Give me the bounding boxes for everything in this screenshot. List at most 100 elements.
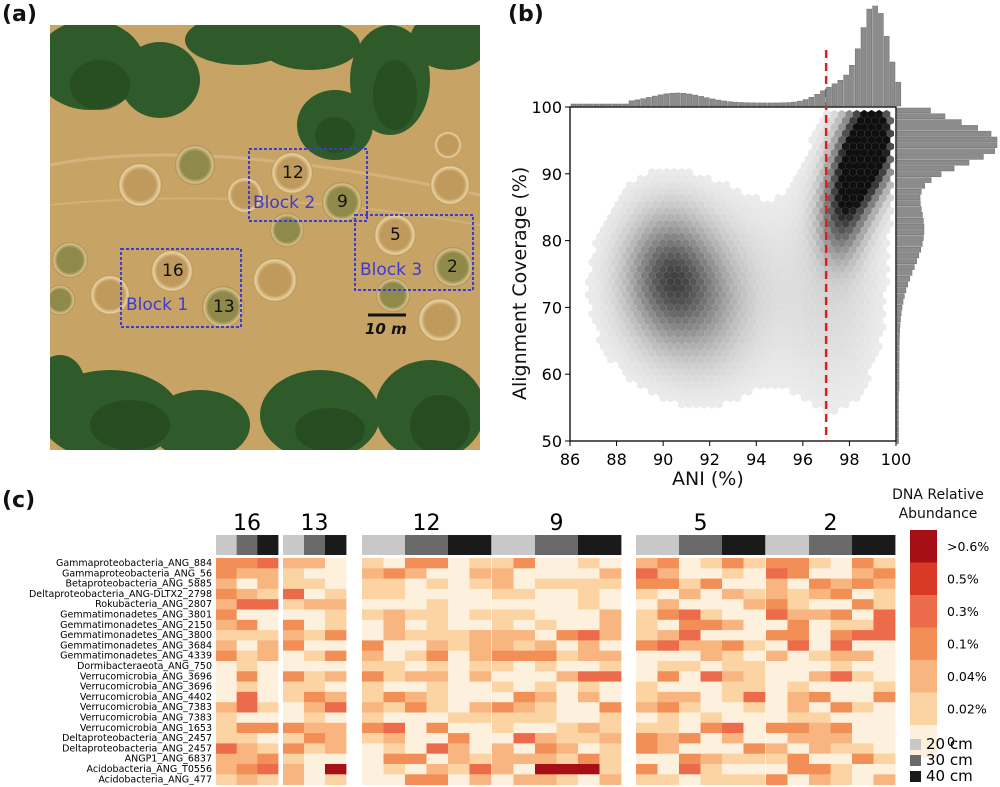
heatmap-cell	[766, 733, 788, 744]
hexbin-cell	[748, 303, 757, 312]
hexbin-cell	[715, 335, 723, 345]
heatmap-cell	[383, 578, 406, 590]
hexbin-cell	[622, 213, 630, 222]
heatmap-cell	[492, 743, 514, 755]
hexbin-cell	[849, 219, 857, 229]
heatmap-cell	[492, 558, 514, 569]
hexbin-cell	[711, 277, 719, 287]
hexbin-cell	[733, 303, 742, 312]
hexbin-cell	[603, 322, 611, 332]
hexbin-cell	[763, 355, 772, 364]
ani-histogram-bar	[779, 102, 786, 107]
hexbin-cell	[674, 251, 682, 261]
hexbin-cell	[826, 387, 835, 396]
hexbin-cell	[830, 200, 839, 209]
hexbin-cell	[648, 193, 656, 203]
hexbin-cell	[789, 180, 798, 190]
heatmap-row-label: Verrucomicrobia_ANG_1653	[80, 723, 212, 734]
heatmap-cell	[830, 702, 853, 713]
heatmap-cell	[722, 599, 744, 610]
coverage-histogram-bar	[896, 241, 923, 247]
hexbin-cell	[871, 219, 880, 229]
hexbin-cell	[856, 297, 865, 306]
hexbin-cell	[774, 232, 783, 242]
x-tick-label: 86	[560, 450, 580, 469]
heatmap-cell	[535, 568, 557, 579]
heatmap-cell	[679, 558, 701, 569]
heatmap-cell	[873, 753, 896, 765]
heatmap-cell	[325, 774, 347, 785]
hexbin-cell	[681, 187, 690, 196]
hexbin-cell	[733, 238, 742, 248]
hexbin-cell	[704, 264, 712, 274]
hexbin-cell	[845, 290, 853, 300]
hexbin-cell	[815, 329, 824, 338]
heatmap-cell	[513, 568, 536, 579]
hexbin-cell	[681, 200, 690, 209]
hexbin-cell	[640, 361, 649, 371]
hexbin-cell	[611, 271, 619, 280]
panel-label-c: (c)	[2, 488, 36, 513]
heatmap-cell	[830, 588, 853, 600]
heatmap-cell	[492, 568, 514, 579]
hexbin-cell	[826, 232, 835, 242]
hexbin-cell	[782, 206, 790, 216]
heatmap-cell	[236, 619, 258, 631]
hexbin-cell	[830, 161, 839, 171]
hexbin-cell	[763, 367, 772, 377]
hexbin-cell	[856, 206, 865, 216]
hexbin-cell	[778, 380, 786, 390]
hexbin-cell	[719, 264, 727, 274]
heatmap-cell	[535, 702, 557, 713]
hexbin-cell	[588, 309, 597, 319]
heatmap-cell	[469, 661, 492, 672]
heatmap-cell	[304, 712, 326, 724]
heatmap-cell	[383, 650, 406, 662]
heatmap-cell	[236, 599, 258, 610]
hexbin-cell	[771, 367, 779, 377]
hexbin-cell	[853, 303, 861, 312]
hexbin-cell	[756, 251, 764, 261]
depth-indicator-cell	[304, 535, 326, 555]
hexbin-cell	[786, 277, 794, 287]
heatmap-cell	[657, 722, 680, 734]
hexbin-cell	[864, 271, 872, 280]
hexbin-cell	[864, 309, 872, 319]
hexbin-cell	[808, 135, 816, 145]
coverage-histogram-bar	[896, 194, 921, 201]
hexbin-cell	[815, 238, 824, 248]
hexbin-cell	[648, 361, 656, 371]
heatmap-cell	[257, 578, 279, 590]
hexbin-cell	[867, 316, 876, 325]
hexbin-cell	[603, 284, 611, 293]
heatmap-cell	[722, 588, 744, 600]
hexbin-cell	[841, 348, 850, 358]
hexbin-cell	[666, 329, 675, 338]
hexbin-cell	[633, 322, 641, 332]
heatmap-cell	[809, 712, 831, 724]
hexbin-cell	[741, 303, 749, 312]
hexbin-cell	[726, 226, 734, 235]
hexbin-cell	[752, 348, 760, 358]
hexbin-cell	[778, 355, 786, 364]
hexbin-cell	[797, 348, 805, 358]
heatmap-cell	[405, 609, 427, 621]
hexbin-cell	[614, 316, 623, 325]
heatmap-cell	[469, 568, 492, 579]
hexbin-cell	[584, 277, 593, 287]
heatmap-cell	[426, 702, 449, 713]
hexbin-cell	[689, 264, 697, 274]
heatmap-cell	[722, 630, 744, 641]
hexbin-cell	[838, 187, 846, 196]
legend-color-swatch	[910, 627, 937, 660]
hexbin-cell	[771, 200, 779, 209]
ani-histogram-bar	[680, 93, 687, 107]
hexbin-cell	[670, 271, 678, 280]
hexbin-cell	[782, 193, 790, 203]
hexbin-cell	[737, 348, 745, 358]
hexbin-cell	[845, 329, 853, 338]
heatmap-cell	[578, 558, 600, 569]
hexbin-cell	[611, 309, 619, 319]
heatmap-cell	[636, 691, 658, 703]
legend-level-label: 0.1%	[947, 637, 979, 652]
